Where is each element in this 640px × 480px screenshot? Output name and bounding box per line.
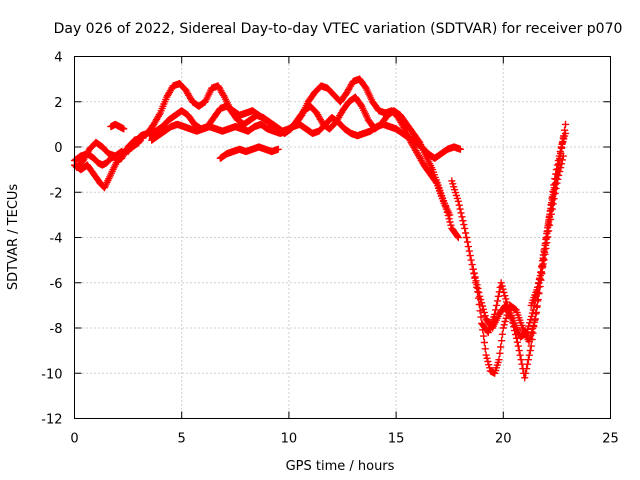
series-markers <box>148 113 465 162</box>
chart-title: Day 026 of 2022, Sidereal Day-to-day VTE… <box>54 21 623 37</box>
y-tick-label: 2 <box>54 96 62 111</box>
x-tick-label: 25 <box>602 432 619 447</box>
series-11 <box>527 152 567 310</box>
series-7 <box>216 143 282 162</box>
series-markers <box>527 152 567 310</box>
series-3 <box>107 120 128 133</box>
x-tick-label: 20 <box>495 432 512 447</box>
y-tick-label: -8 <box>50 322 63 337</box>
x-tick-label: 5 <box>178 432 186 447</box>
x-tick-label: 0 <box>70 432 78 447</box>
grid <box>74 56 611 419</box>
y-tick-label: 4 <box>54 51 62 66</box>
series-markers <box>478 120 570 341</box>
series-markers <box>216 143 282 162</box>
series-8 <box>448 129 570 377</box>
series-6 <box>148 113 465 162</box>
y-tick-label: -2 <box>50 186 63 201</box>
y-tick-label: 0 <box>54 141 62 156</box>
plot-frame <box>74 56 611 419</box>
series-markers <box>448 129 570 377</box>
y-axis-label: SDTVAR / TECUs <box>6 184 21 291</box>
y-tick-label: -12 <box>41 413 62 428</box>
x-tick-label: 10 <box>281 432 298 447</box>
x-tick-label: 15 <box>388 432 405 447</box>
y-tick-label: -10 <box>41 367 62 382</box>
data-series <box>70 75 570 382</box>
x-axis-label: GPS time / hours <box>286 459 395 474</box>
series-markers <box>107 120 128 133</box>
series-markers <box>72 138 126 172</box>
y-tick-label: -6 <box>50 277 63 292</box>
y-tick-label: -4 <box>50 232 63 247</box>
series-2 <box>72 138 126 172</box>
series-10 <box>478 120 570 341</box>
